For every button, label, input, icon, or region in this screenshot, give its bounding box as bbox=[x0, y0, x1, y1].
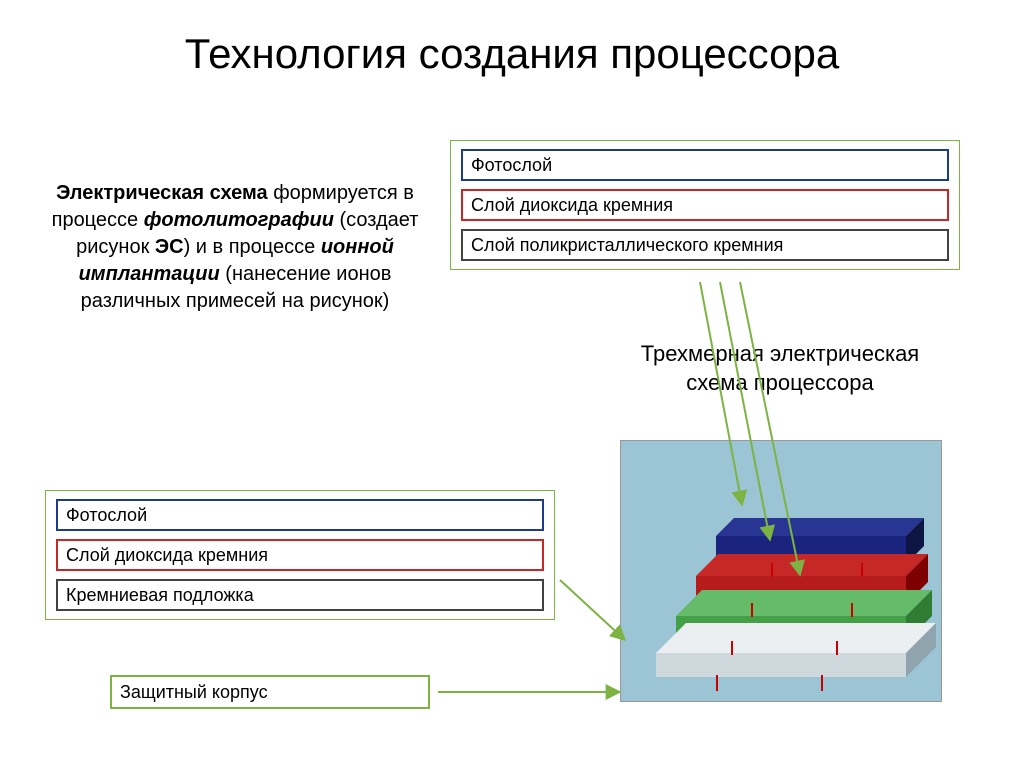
layer-box: Кремниевая подложка bbox=[56, 579, 544, 611]
stack-tick bbox=[836, 641, 838, 655]
stack-tick bbox=[821, 675, 823, 691]
layer-group-top: Фотослой Слой диоксида кремния Слой поликр… bbox=[450, 140, 960, 270]
description-text: Электрическая схема формируется в процес… bbox=[50, 180, 420, 315]
stack-tick bbox=[751, 603, 753, 617]
stack-tick bbox=[771, 563, 773, 577]
page-title: Технология создания процессора bbox=[0, 30, 1024, 78]
stack-3d bbox=[620, 440, 942, 702]
layer-box: Слой диоксида кремния bbox=[461, 189, 949, 221]
layer-box: Слой поликристаллического кремния bbox=[461, 229, 949, 261]
stack-caption: Трехмерная электрическая схема процессор… bbox=[620, 340, 940, 397]
stack-tick bbox=[716, 675, 718, 691]
stack-tick bbox=[861, 563, 863, 577]
stack-tick bbox=[731, 641, 733, 655]
stack-tick bbox=[851, 603, 853, 617]
protect-box: Защитный корпус bbox=[110, 675, 430, 709]
arrow bbox=[560, 580, 625, 640]
layer-box: Слой диоксида кремния bbox=[56, 539, 544, 571]
layer-box: Фотослой bbox=[56, 499, 544, 531]
layer-group-bottom: Фотослой Слой диоксида кремния Кремниевая … bbox=[45, 490, 555, 620]
layer-box: Фотослой bbox=[461, 149, 949, 181]
